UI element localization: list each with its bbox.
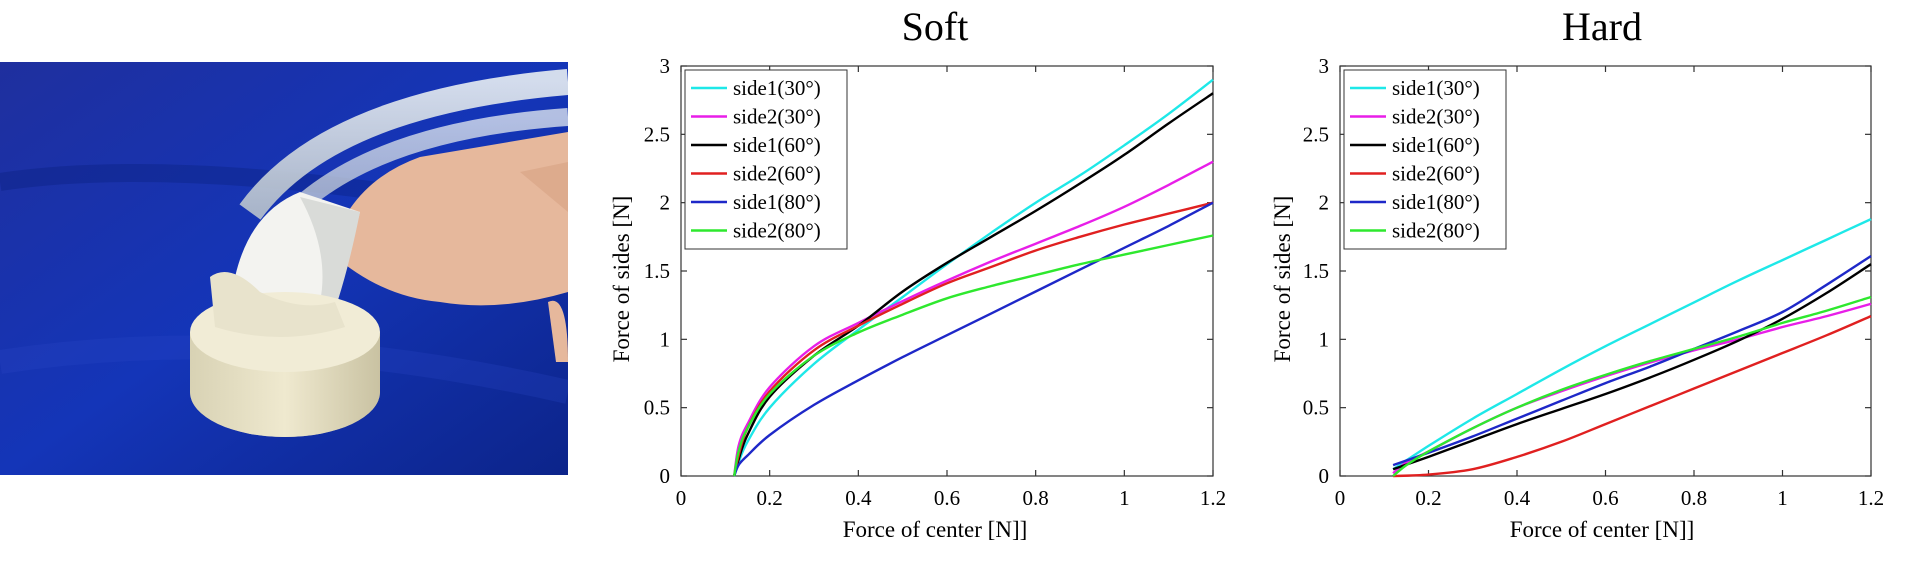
series-line [1392, 218, 1872, 471]
chart-hard: Hard 0 0.2 0.4 0.6 0.8 1 1.2 0 0.5 1 1.5 2 2.5 3 side1… [1255, 0, 1912, 577]
legend-label: side2(30°) [1392, 105, 1480, 129]
x-tick-label: 0 [1335, 486, 1346, 510]
x-tick-label: 0.8 [1681, 486, 1707, 510]
legend-box [1343, 69, 1507, 250]
chart-hard-svg: Hard 0 0.2 0.4 0.6 0.8 1 1.2 0 0.5 1 1.5 2 2.5 3 side1… [1270, 4, 1884, 542]
x-axis-label: Force of center [N]] [1510, 517, 1695, 542]
y-tick-label: 0.5 [644, 396, 670, 420]
y-tick-label: 3 [1319, 54, 1330, 78]
legend: side1(30°) side2(30°) side1(60°) side2(60°)… [1343, 69, 1507, 250]
x-tick-label: 0 [676, 486, 687, 510]
x-tick-label: 1.2 [1858, 486, 1884, 510]
y-tick-label: 0 [1319, 464, 1330, 488]
series-line [1392, 263, 1872, 471]
x-tick-label: 0.6 [934, 486, 960, 510]
x-tick-label: 0.4 [1504, 486, 1531, 510]
x-tick-label: 0.2 [757, 486, 783, 510]
y-tick-label: 2.5 [644, 122, 670, 146]
legend-label: side1(60°) [1392, 133, 1480, 157]
legend-label: side2(60°) [733, 162, 821, 186]
legend-label: side2(80°) [1392, 219, 1480, 243]
legend-label: side1(60°) [733, 133, 821, 157]
series-line [733, 160, 1214, 477]
y-tick-label: 1.5 [1303, 259, 1329, 283]
photo-illustration [0, 62, 571, 475]
plot-area: 0 0.2 0.4 0.6 0.8 1 1.2 0 0.5 1 1.5 2 2.5 3 side1(30°)… [644, 54, 1226, 510]
plot-area: 0 0.2 0.4 0.6 0.8 1 1.2 0 0.5 1 1.5 2 2.5 3 side1(30°)… [1303, 54, 1884, 510]
y-tick-label: 2.5 [1303, 122, 1329, 146]
y-tick-label: 0 [660, 464, 671, 488]
series-line [733, 78, 1214, 477]
chart-title: Soft [902, 4, 969, 49]
series-line [733, 201, 1214, 477]
chart-soft-svg: Soft 0 0.2 0.4 0.6 0.8 1 1.2 0 0.5 1 1.5 2 2.5 3 side1… [609, 4, 1226, 542]
x-tick-label: 1.2 [1200, 486, 1226, 510]
series-line [733, 234, 1214, 477]
legend-label: side1(30°) [733, 76, 821, 100]
legend: side1(30°) side2(30°) side1(60°) side2(60°)… [684, 69, 848, 250]
chart-title: Hard [1562, 4, 1642, 49]
y-tick-label: 2 [660, 191, 671, 215]
y-axis-label: Force of sides [N] [1270, 196, 1295, 363]
legend-label: side2(80°) [733, 219, 821, 243]
series-line [1393, 314, 1872, 478]
y-tick-label: 0.5 [1303, 396, 1329, 420]
x-axis-label: Force of center [N]] [843, 517, 1028, 542]
legend-label: side1(80°) [1392, 190, 1480, 214]
x-tick-label: 0.4 [845, 486, 872, 510]
x-tick-label: 0.2 [1415, 486, 1441, 510]
y-tick-label: 1 [1319, 327, 1330, 351]
y-tick-label: 1 [660, 327, 671, 351]
legend-box [684, 69, 848, 250]
x-tick-label: 1 [1119, 486, 1130, 510]
chart-soft: Soft 0 0.2 0.4 0.6 0.8 1 1.2 0 0.5 1 1.5 2 2.5 3 side1… [595, 0, 1255, 577]
y-tick-label: 1.5 [644, 259, 670, 283]
photo-soft-finger-on-puck [0, 62, 571, 475]
series-line [1392, 254, 1872, 467]
series-line [733, 92, 1214, 477]
x-tick-label: 0.8 [1023, 486, 1049, 510]
y-axis-label: Force of sides [N] [609, 196, 634, 363]
y-tick-label: 3 [660, 54, 671, 78]
legend-label: side1(30°) [1392, 76, 1480, 100]
series-line [1392, 302, 1872, 475]
y-tick-label: 2 [1319, 191, 1330, 215]
legend-label: side1(80°) [733, 190, 821, 214]
legend-label: side2(30°) [733, 105, 821, 129]
x-tick-label: 0.6 [1592, 486, 1618, 510]
series-line [1392, 295, 1872, 477]
x-tick-label: 1 [1777, 486, 1788, 510]
legend-label: side2(60°) [1392, 162, 1480, 186]
